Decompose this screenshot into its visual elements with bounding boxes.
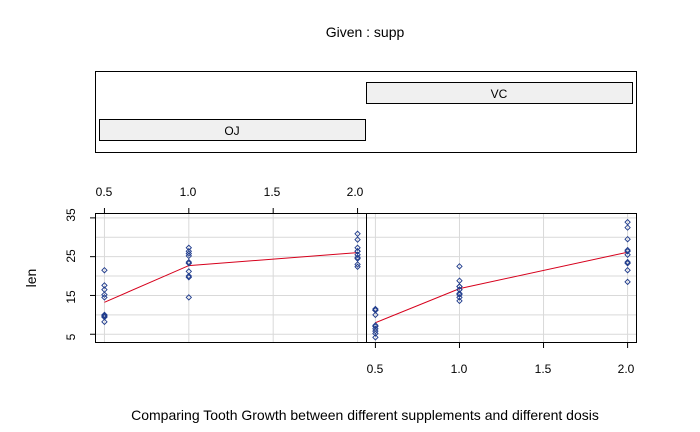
strip-label-vc: VC [491,87,508,101]
data-point-oj [101,267,108,274]
trend-line-vc [375,251,628,324]
data-point-vc [456,297,463,305]
data-point-vc [624,267,631,274]
trend-layer [104,251,628,324]
data-point-oj [185,250,193,257]
data-point-vc [456,277,463,284]
data-point-oj [101,286,108,293]
bottom-x-tick-label: 1.5 [535,362,552,376]
data-point-vc [372,323,379,330]
panel-oj-frame [95,213,367,343]
y-tick-label: 35 [64,208,78,222]
data-point-oj [101,311,108,319]
data-point-oj [101,312,108,320]
data-point-oj [354,247,361,255]
strip-vc[interactable] [366,82,633,104]
data-point-vc [624,258,631,266]
y-axis-label: len [23,269,39,288]
y-tick-label: 5 [64,333,78,340]
top-x-tick-label: 1.0 [180,185,197,199]
strip-label-oj: OJ [224,124,239,138]
data-point-vc [372,306,379,314]
data-point-vc [624,246,631,254]
bottom-x-tick-label: 2.0 [618,362,635,376]
data-point-vc [624,251,631,258]
data-point-oj [101,294,108,301]
data-point-oj [185,244,193,251]
point-layer [101,218,631,341]
strip-oj[interactable] [99,119,366,141]
bottom-x-tick-label: 1.0 [451,362,468,376]
trend-line-oj [104,252,358,303]
data-point-oj [354,254,361,261]
top-x-tick-label: 0.5 [96,185,113,199]
data-point-oj [185,272,193,280]
data-point-vc [624,278,631,286]
tick-layer [90,208,629,348]
data-point-vc [372,330,379,337]
y-axis: 5 15 25 35 [64,208,78,340]
data-point-vc [372,311,379,319]
data-point-oj [101,282,108,289]
data-point-vc [456,283,463,290]
data-point-vc [456,263,463,270]
data-point-vc [624,224,631,231]
bottom-x-axis: 0.5 1.0 1.5 2.0 [367,362,635,376]
top-x-tick-label: 1.5 [264,185,281,199]
given-panel [95,71,637,153]
y-tick-label: 15 [64,290,78,304]
panel-vc-frame [366,213,637,343]
data-point-oj [354,244,361,251]
data-point-oj [101,291,108,298]
data-point-oj [101,318,108,326]
data-point-oj [185,294,193,301]
x-axis-label: Comparing Tooth Growth between different… [131,407,599,423]
data-point-vc [456,294,463,301]
bottom-x-tick-label: 0.5 [367,362,384,376]
data-point-vc [624,260,631,267]
data-point-oj [185,268,193,275]
data-point-vc [624,235,631,243]
data-point-oj [354,261,361,268]
data-point-oj [354,251,361,258]
data-point-oj [354,236,361,243]
data-point-vc [456,290,463,297]
data-point-oj [185,258,193,266]
top-x-axis: 0.5 1.0 1.5 2.0 [96,185,364,199]
data-point-vc [372,334,379,341]
given-label: Given : supp [326,24,405,40]
grid-layer [96,214,636,342]
top-x-tick-label: 2.0 [347,185,364,199]
y-tick-label: 25 [64,249,78,263]
